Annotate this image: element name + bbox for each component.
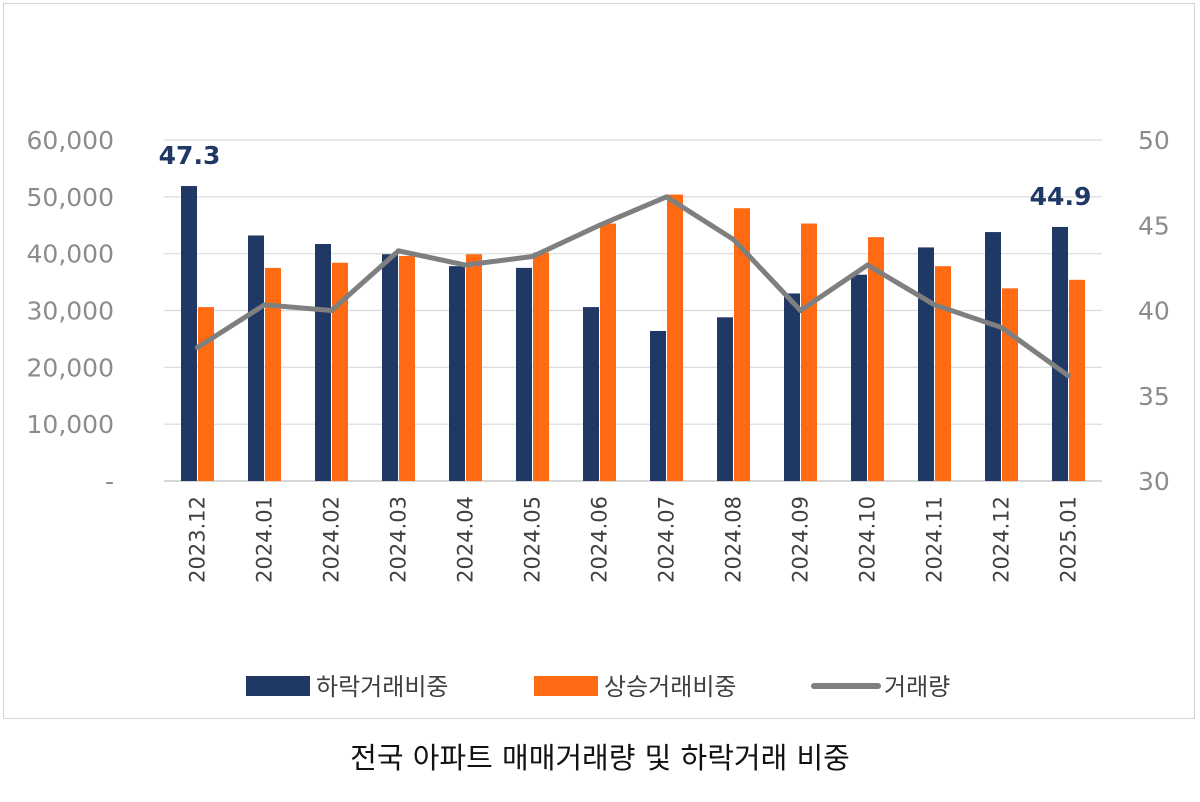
bar-rise-share bbox=[935, 266, 951, 481]
bar-decline-share bbox=[650, 330, 666, 481]
left-axis-tick-label: 20,000 bbox=[27, 353, 114, 382]
volume-point bbox=[865, 262, 870, 268]
left-axis-tick-label: 60,000 bbox=[27, 126, 114, 155]
volume-point bbox=[731, 236, 736, 242]
bar-decline-share bbox=[315, 244, 331, 481]
line-volume bbox=[195, 194, 1071, 379]
volume-point bbox=[195, 344, 200, 350]
volume-point bbox=[396, 248, 401, 254]
right-axis-tick-label: 30 bbox=[1138, 467, 1170, 496]
left-axis-tick-label: 30,000 bbox=[27, 297, 114, 326]
x-axis-tick-label: 2024.04 bbox=[454, 496, 478, 583]
x-axis-tick-label: 2024.12 bbox=[990, 496, 1014, 583]
volume-point bbox=[597, 222, 602, 228]
left-axis-tick-label: 10,000 bbox=[27, 410, 114, 439]
bar-decline-share bbox=[985, 232, 1001, 481]
volume-point bbox=[664, 194, 669, 200]
legend-swatch-rise bbox=[534, 676, 598, 696]
bar-rise-share bbox=[332, 262, 348, 481]
bar-rise-share bbox=[533, 252, 549, 481]
x-axis-tick-label: 2024.02 bbox=[320, 496, 344, 583]
x-axis-tick-label: 2024.03 bbox=[387, 496, 411, 583]
x-axis-tick-label: 2024.05 bbox=[521, 496, 545, 583]
left-axis-tick-label: - bbox=[105, 467, 114, 496]
volume-point bbox=[463, 262, 468, 268]
x-axis-tick-label: 2024.09 bbox=[789, 496, 813, 583]
bar-rise-share bbox=[667, 194, 683, 481]
volume-point bbox=[932, 302, 937, 308]
x-axis-tick-label: 2024.01 bbox=[253, 496, 277, 583]
right-axis-tick-label: 50 bbox=[1138, 126, 1170, 155]
legend-label-rise: 상승거래비중 bbox=[604, 673, 736, 701]
bar-decline-share bbox=[583, 307, 599, 481]
bar-rise-share bbox=[265, 267, 281, 481]
right-axis-tick-label: 45 bbox=[1138, 211, 1170, 240]
bar-decline-share bbox=[382, 254, 398, 481]
volume-point bbox=[798, 308, 803, 313]
bar-decline-share bbox=[181, 186, 197, 481]
figure-caption: 전국 아파트 매매거래량 및 하락거래 비중 bbox=[350, 741, 850, 775]
legend-label-volume: 거래량 bbox=[884, 673, 950, 701]
bar-rise-share bbox=[801, 223, 817, 482]
x-axis-tick-label: 2024.06 bbox=[588, 496, 612, 583]
bar-rise-share bbox=[868, 237, 884, 481]
bar-decline-share bbox=[851, 274, 867, 481]
data-label: 47.3 bbox=[159, 141, 221, 170]
bar-rise-share bbox=[198, 307, 214, 481]
data-label: 44.9 bbox=[1030, 182, 1092, 211]
x-axis-tick-label: 2024.10 bbox=[856, 496, 880, 583]
right-axis-tick-label: 35 bbox=[1138, 382, 1170, 411]
legend-label-decline: 하락거래비중 bbox=[316, 673, 448, 701]
bar-rise-share bbox=[466, 254, 482, 481]
volume-point bbox=[329, 308, 334, 313]
volume-point bbox=[262, 302, 267, 308]
x-axis-tick-label: 2024.08 bbox=[722, 496, 746, 583]
bar-rise-share bbox=[734, 208, 750, 481]
bar-decline-share bbox=[449, 266, 465, 481]
x-axis-tick-label: 2025.01 bbox=[1057, 496, 1081, 583]
bar-decline-share bbox=[516, 267, 532, 481]
bar-decline-share bbox=[248, 235, 264, 481]
bar-decline-share bbox=[717, 317, 733, 481]
x-axis-tick-label: 2024.11 bbox=[923, 496, 947, 583]
left-axis-tick-label: 40,000 bbox=[27, 240, 114, 269]
bar-rise-share bbox=[399, 255, 415, 481]
bar-decline-share bbox=[918, 247, 934, 481]
x-axis-tick-label: 2024.07 bbox=[655, 496, 679, 583]
bar-decline-share bbox=[1052, 226, 1068, 481]
chart-frame: - 10,000 20,000 30,000 40,000 50,000 60,000 30 3… bbox=[3, 3, 1195, 719]
right-axis-tick-label: 40 bbox=[1138, 297, 1170, 326]
bar-decline-share bbox=[784, 293, 800, 481]
volume-point bbox=[999, 325, 1004, 331]
volume-point bbox=[1066, 373, 1071, 379]
legend-swatch-decline bbox=[246, 676, 310, 696]
combo-chart: - 10,000 20,000 30,000 40,000 50,000 60,000 30 3… bbox=[27, 126, 1170, 701]
left-axis-tick-label: 50,000 bbox=[27, 183, 114, 212]
bar-rise-share bbox=[600, 223, 616, 482]
volume-point bbox=[530, 254, 535, 260]
bar-rise-share bbox=[1002, 288, 1018, 481]
x-axis-tick-label: 2023.12 bbox=[186, 496, 210, 583]
bar-rise-share bbox=[1069, 279, 1085, 481]
